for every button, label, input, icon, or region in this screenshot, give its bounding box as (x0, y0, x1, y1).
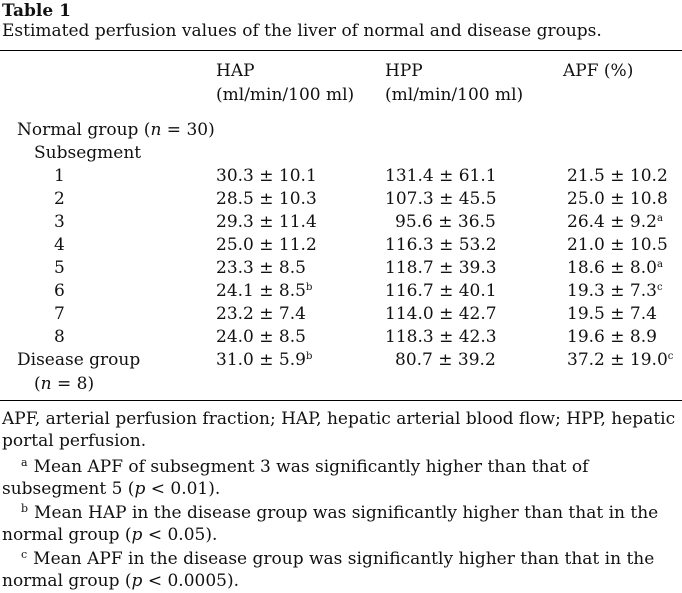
cell-hap: 25.0 ± 11.2 (216, 235, 317, 255)
disease-hap: 31.0 ± 5.9b (216, 350, 313, 370)
top-rule (0, 50, 682, 51)
disease-group-n: (n = 8) (34, 374, 95, 394)
footnote-b: b Mean HAP in the disease group was signi… (2, 502, 659, 545)
header-hpp: HPP (385, 61, 423, 81)
cell-apf: 25.0 ± 10.8 (567, 189, 668, 209)
cell-hap: 23.3 ± 8.5 (216, 258, 306, 278)
row-label: 8 (54, 327, 65, 347)
cell-hap: 29.3 ± 11.4 (216, 212, 317, 232)
row-label: 7 (54, 304, 65, 324)
cell-hap: 23.2 ± 7.4 (216, 304, 306, 324)
cell-hap: 24.1 ± 8.5b (216, 281, 313, 301)
cell-hap: 28.5 ± 10.3 (216, 189, 317, 209)
cell-apf: 26.4 ± 9.2a (567, 212, 663, 232)
subsegment-label: Subsegment (34, 143, 142, 163)
cell-hap: 30.3 ± 10.1 (216, 166, 317, 186)
table-caption: Estimated perfusion values of the liver … (2, 21, 602, 41)
cell-apf: 18.6 ± 8.0a (567, 258, 663, 278)
cell-apf: 21.0 ± 10.5 (567, 235, 668, 255)
row-label: 2 (54, 189, 65, 209)
row-label: 3 (54, 212, 65, 232)
table-label: Table 1 (2, 1, 71, 21)
footnote-abbreviations: APF, arterial perfusion fraction; HAP, h… (2, 409, 676, 451)
row-label: 4 (54, 235, 65, 255)
header-hap-unit: (ml/min/100 ml) (216, 85, 355, 105)
normal-group-label: Normal group (n = 30) (17, 120, 215, 140)
cell-hpp: 116.7 ± 40.1 (385, 281, 497, 301)
cell-hpp: 95.6 ± 36.5 (395, 212, 496, 232)
header-apf: APF (%) (563, 61, 634, 81)
cell-apf: 21.5 ± 10.2 (567, 166, 668, 186)
header-hap: HAP (216, 61, 255, 81)
cell-hap: 24.0 ± 8.5 (216, 327, 306, 347)
footnote-c: c Mean APF in the disease group was signi… (2, 548, 655, 591)
row-label: 6 (54, 281, 65, 301)
bottom-rule (0, 400, 682, 401)
cell-hpp: 131.4 ± 61.1 (385, 166, 497, 186)
cell-apf: 19.3 ± 7.3c (567, 281, 663, 301)
cell-hpp: 118.3 ± 42.3 (385, 327, 497, 347)
cell-apf: 19.6 ± 8.9 (567, 327, 657, 347)
header-hpp-unit: (ml/min/100 ml) (385, 85, 524, 105)
footnote-a: a Mean APF of subsegment 3 was significan… (2, 456, 589, 499)
disease-apf: 37.2 ± 19.0c (567, 350, 674, 370)
disease-hpp: 80.7 ± 39.2 (395, 350, 496, 370)
cell-hpp: 118.7 ± 39.3 (385, 258, 497, 278)
cell-hpp: 116.3 ± 53.2 (385, 235, 497, 255)
cell-apf: 19.5 ± 7.4 (567, 304, 657, 324)
cell-hpp: 114.0 ± 42.7 (385, 304, 497, 324)
disease-group-label: Disease group (17, 350, 141, 370)
row-label: 1 (54, 166, 65, 186)
row-label: 5 (54, 258, 65, 278)
cell-hpp: 107.3 ± 45.5 (385, 189, 497, 209)
